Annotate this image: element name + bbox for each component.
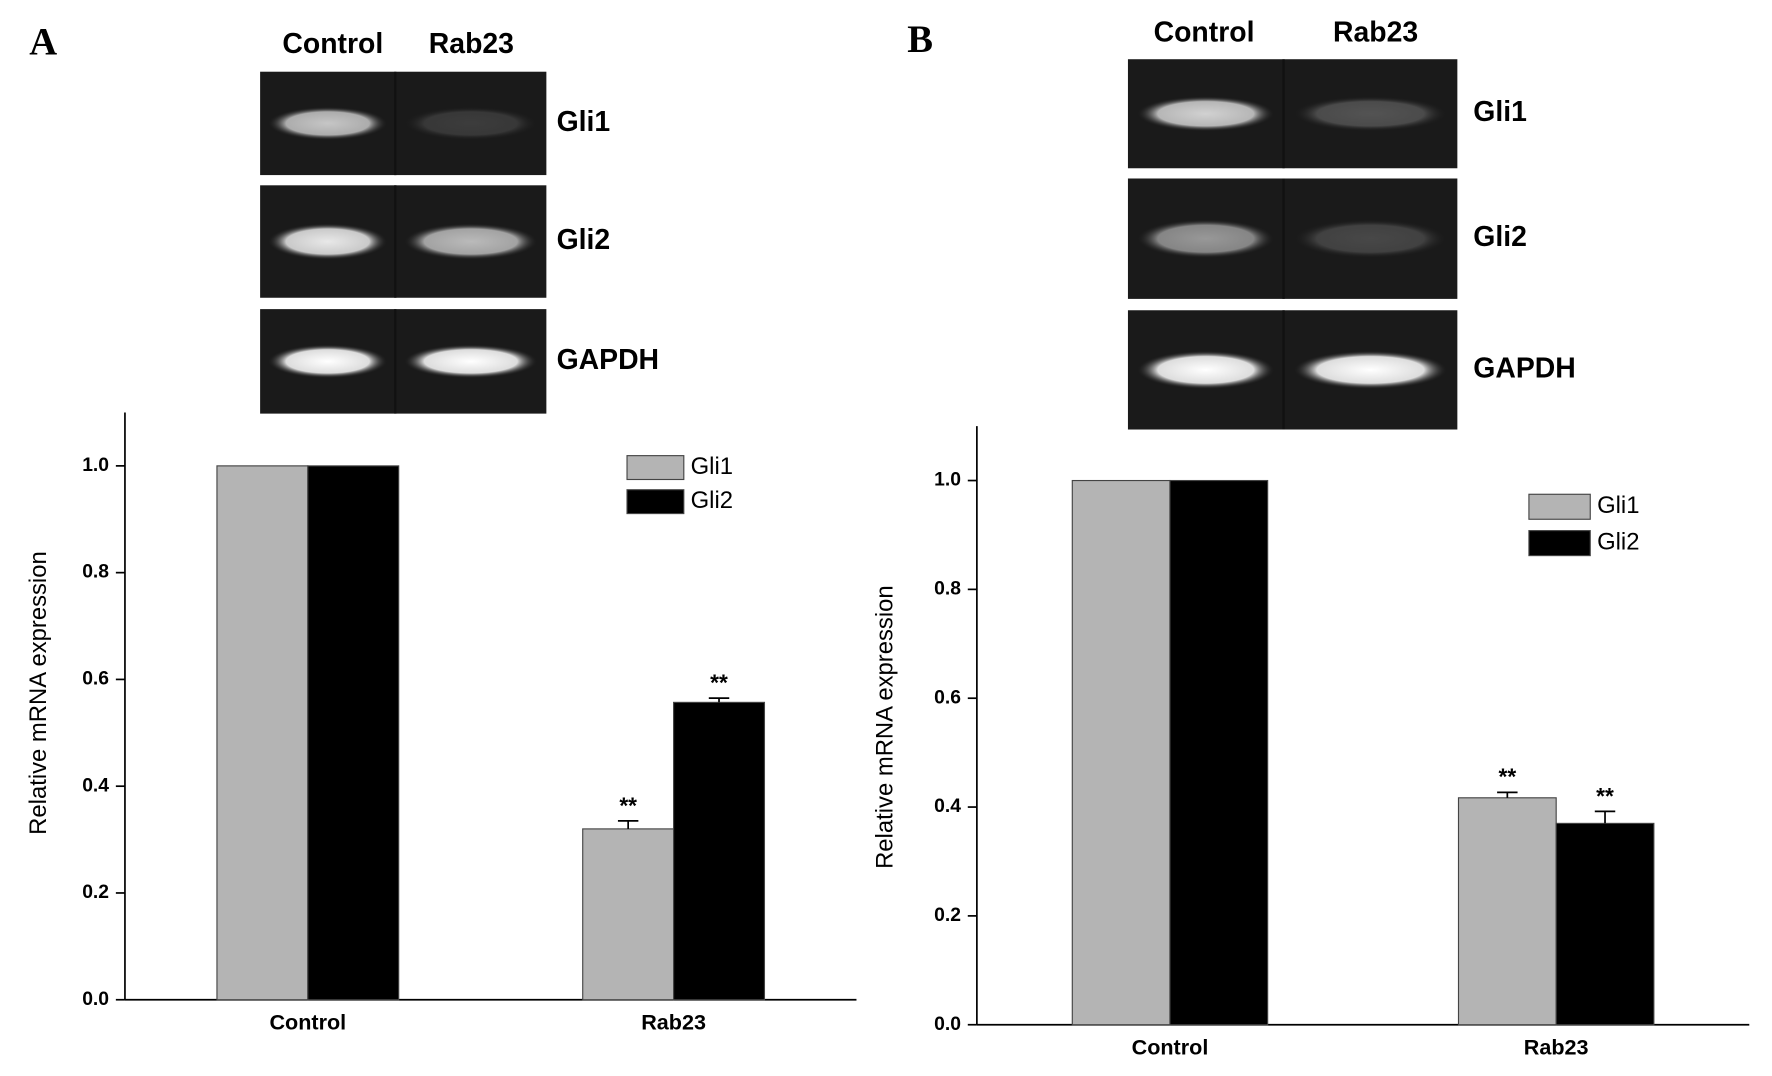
gel-band bbox=[404, 106, 538, 140]
gel-band bbox=[1137, 219, 1275, 258]
gel-band bbox=[268, 223, 388, 260]
y-axis-label: Relative mRNA expression bbox=[871, 585, 898, 869]
legend-label: Gli2 bbox=[1597, 528, 1639, 555]
x-tick-label: Rab23 bbox=[641, 1009, 706, 1034]
band-label: Gli2 bbox=[1473, 221, 1527, 253]
significance-label: ** bbox=[619, 792, 637, 818]
y-tick-label: 0.8 bbox=[934, 578, 961, 599]
gel-band bbox=[1293, 219, 1447, 258]
significance-label: ** bbox=[1499, 764, 1517, 790]
band-label: GAPDH bbox=[557, 344, 659, 376]
legend-swatch bbox=[626, 455, 685, 481]
y-tick-label: 0.0 bbox=[82, 989, 109, 1010]
y-tick-label: 0.6 bbox=[934, 687, 961, 708]
band-label: Gli1 bbox=[1473, 96, 1527, 128]
y-axis-label: Relative mRNA expression bbox=[25, 551, 52, 835]
lane-label: Rab23 bbox=[429, 28, 514, 60]
significance-label: ** bbox=[1596, 783, 1614, 809]
x-tick-label: Control bbox=[1132, 1034, 1209, 1059]
gel-band bbox=[268, 344, 388, 379]
gel-band bbox=[1137, 96, 1275, 132]
bar bbox=[1071, 479, 1171, 1026]
gel-band bbox=[404, 344, 538, 379]
gel-band bbox=[1137, 350, 1275, 389]
gel-band bbox=[268, 106, 388, 140]
y-tick-label: 0.8 bbox=[82, 562, 109, 583]
legend-swatch bbox=[1528, 530, 1591, 557]
band-label: GAPDH bbox=[1473, 352, 1575, 384]
bar bbox=[216, 465, 309, 1001]
bar bbox=[1169, 479, 1269, 1026]
legend-label: Gli1 bbox=[691, 453, 733, 480]
y-tick-label: 1.0 bbox=[934, 470, 961, 491]
gel-band bbox=[1293, 350, 1447, 389]
gel-band bbox=[1293, 96, 1447, 132]
y-tick-label: 1.0 bbox=[82, 455, 109, 476]
y-tick-label: 0.0 bbox=[934, 1014, 961, 1035]
legend-label: Gli1 bbox=[1597, 492, 1639, 519]
lane-label: Control bbox=[1154, 17, 1255, 49]
gel-band bbox=[404, 223, 538, 260]
lane-label: Control bbox=[282, 28, 383, 60]
bar bbox=[673, 701, 766, 1001]
y-tick-label: 0.6 bbox=[82, 669, 109, 690]
lane-label: Rab23 bbox=[1333, 17, 1418, 49]
band-label: Gli1 bbox=[557, 106, 611, 138]
bar bbox=[1555, 822, 1655, 1026]
bar bbox=[1457, 797, 1557, 1026]
y-tick-label: 0.2 bbox=[934, 905, 961, 926]
y-tick-label: 0.2 bbox=[82, 882, 109, 903]
y-tick-label: 0.4 bbox=[934, 796, 961, 817]
bar bbox=[582, 828, 675, 1001]
band-label: Gli2 bbox=[557, 224, 611, 256]
error-bar bbox=[1497, 791, 1518, 798]
legend-swatch bbox=[1528, 493, 1591, 520]
y-tick-label: 0.4 bbox=[82, 775, 109, 796]
panel-label: A bbox=[29, 21, 57, 63]
x-tick-label: Rab23 bbox=[1524, 1034, 1589, 1059]
legend-label: Gli2 bbox=[691, 487, 733, 514]
x-tick-label: Control bbox=[269, 1009, 346, 1034]
bar bbox=[307, 465, 400, 1001]
error-bar bbox=[708, 697, 730, 703]
error-bar bbox=[1594, 810, 1616, 824]
significance-label: ** bbox=[710, 669, 728, 695]
legend-swatch bbox=[626, 489, 685, 515]
panel-label: B bbox=[907, 19, 933, 61]
error-bar bbox=[617, 820, 639, 829]
